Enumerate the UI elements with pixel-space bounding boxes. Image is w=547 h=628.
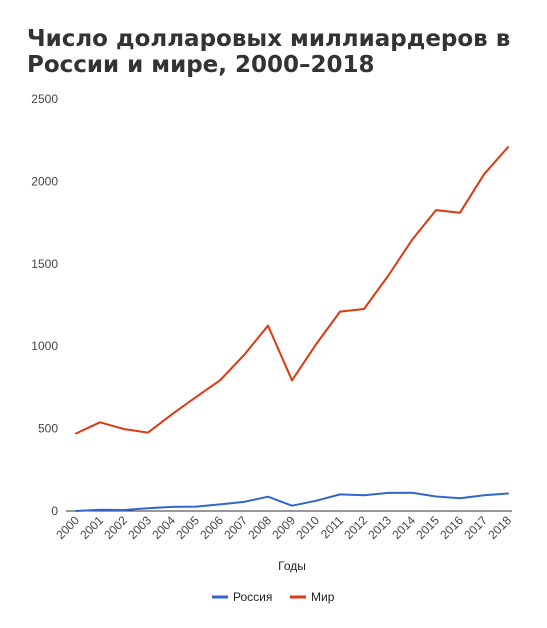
x-tick-label: 2005	[173, 513, 202, 542]
legend-label: Мир	[311, 590, 335, 604]
legend-label: Россия	[233, 590, 272, 604]
x-tick-label: 2012	[341, 513, 370, 542]
chart-title: Число долларовых миллиардеров в России и…	[27, 26, 511, 78]
x-tick-label: 2018	[485, 513, 514, 542]
x-tick-label: 2010	[293, 513, 322, 542]
y-tick-label: 1000	[31, 339, 58, 353]
x-tick-label: 2006	[197, 513, 226, 542]
x-tick-label: 2008	[245, 513, 274, 542]
x-tick-label: 2003	[125, 513, 154, 542]
y-tick-label: 2000	[31, 174, 58, 188]
x-tick-label: 2007	[221, 513, 250, 542]
x-tick-label: 2015	[413, 513, 442, 542]
x-tick-label: 2013	[365, 513, 394, 542]
x-tick-label: 2014	[389, 513, 418, 542]
x-tick-label: 2017	[461, 513, 490, 542]
y-tick-label: 2500	[31, 92, 58, 106]
x-tick-label: 2016	[437, 513, 466, 542]
series-lines	[75, 146, 509, 512]
legend: Россия Мир	[212, 590, 335, 604]
y-axis-ticks: 0 500 1000 1500 2000 2500	[31, 92, 58, 518]
y-tick-label: 500	[38, 422, 58, 436]
x-tick-label: 2001	[77, 513, 106, 542]
x-tick-label: 2004	[149, 513, 178, 542]
series-line-0	[75, 491, 509, 512]
x-axis-ticks: 2000200120022003200420052006200720082009…	[53, 513, 514, 542]
y-tick-label: 0	[51, 504, 58, 518]
y-tick-label: 1500	[31, 257, 58, 271]
x-tick-label: 2002	[101, 513, 130, 542]
series-line-1	[75, 146, 509, 435]
x-tick-label: 2009	[269, 513, 298, 542]
x-axis-label: Годы	[278, 559, 306, 573]
x-tick-label: 2011	[318, 513, 346, 541]
